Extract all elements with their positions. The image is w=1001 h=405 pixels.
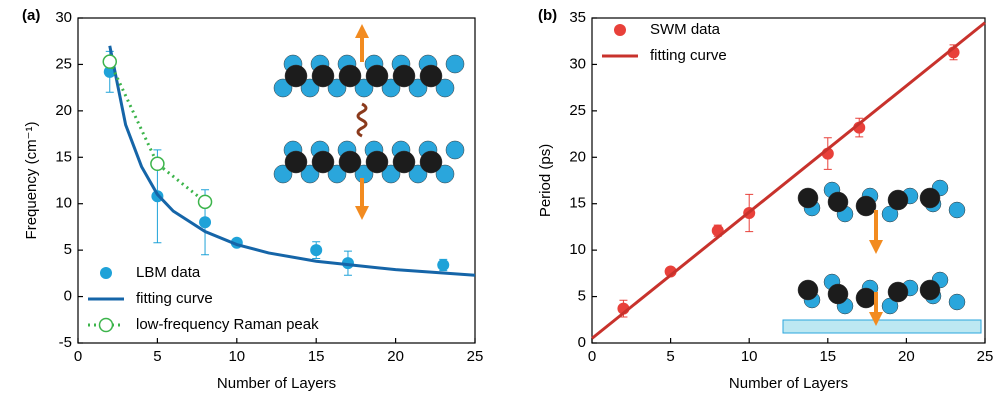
y-tick-label: -5 [59, 334, 72, 351]
atom [365, 64, 389, 88]
x-tick-label: 5 [666, 348, 674, 365]
panel-label: (b) [538, 7, 557, 24]
spring [356, 102, 368, 138]
atom [300, 164, 320, 184]
x-tick-label: 15 [308, 348, 325, 365]
atom [919, 279, 941, 301]
y-tick-label: 10 [569, 241, 586, 258]
atom [827, 191, 849, 213]
substrate [782, 319, 982, 334]
x-tick-label: 0 [588, 348, 596, 365]
atom [392, 64, 416, 88]
plot-frame [591, 17, 986, 344]
x-axis-label: Number of Layers [729, 375, 848, 392]
atom [919, 187, 941, 209]
atom [948, 201, 966, 219]
fit-line [591, 21, 986, 340]
panel-label: (a) [22, 7, 40, 24]
y-tick-label: 15 [55, 148, 72, 165]
legend-label: low-frequency Raman peak [136, 316, 319, 333]
atom [300, 78, 320, 98]
atom [435, 164, 455, 184]
x-tick-label: 25 [467, 348, 484, 365]
y-tick-label: 5 [64, 241, 72, 258]
atom [408, 164, 428, 184]
atom [887, 281, 909, 303]
atom [797, 187, 819, 209]
atom [797, 279, 819, 301]
data-point [199, 216, 212, 229]
arrow-head [869, 312, 883, 326]
y-tick-label: 35 [569, 9, 586, 26]
x-tick-label: 5 [153, 348, 161, 365]
atom [408, 78, 428, 98]
y-tick-label: 15 [569, 195, 586, 212]
atom [855, 287, 877, 309]
atom [327, 164, 347, 184]
y-tick-label: 25 [55, 55, 72, 72]
y-tick-label: 20 [569, 148, 586, 165]
atom [273, 78, 293, 98]
atom [311, 150, 335, 174]
dotted-line [108, 61, 206, 204]
atom [435, 78, 455, 98]
data-point [310, 244, 323, 257]
atom [445, 140, 465, 160]
atom [392, 150, 416, 174]
x-tick-label: 15 [819, 348, 836, 365]
atom [445, 54, 465, 74]
y-tick-label: 20 [55, 102, 72, 119]
x-tick-label: 10 [228, 348, 245, 365]
legend-symbol [100, 267, 112, 279]
x-tick-label: 25 [977, 348, 994, 365]
atom [419, 150, 443, 174]
atom [381, 78, 401, 98]
y-axis-label: Frequency (cm⁻¹) [23, 122, 40, 240]
y-tick-label: 30 [569, 55, 586, 72]
legend-label: LBM data [136, 264, 201, 281]
data-point [150, 156, 165, 172]
x-tick-label: 20 [387, 348, 404, 365]
atom [338, 150, 362, 174]
atom [855, 195, 877, 217]
x-tick-label: 10 [741, 348, 758, 365]
atom [284, 64, 308, 88]
atom [354, 78, 374, 98]
atom [365, 150, 389, 174]
legend-label: fitting curve [136, 290, 213, 307]
legend-symbol [98, 317, 114, 333]
atom [284, 150, 308, 174]
y-tick-label: 0 [64, 288, 72, 305]
legend-label: SWM data [650, 21, 721, 38]
y-tick-label: 25 [569, 102, 586, 119]
atom [948, 293, 966, 311]
atom [419, 64, 443, 88]
fit-line [108, 45, 476, 277]
data-point [102, 54, 118, 69]
arrow-head [355, 206, 369, 220]
atom [327, 78, 347, 98]
x-tick-label: 20 [898, 348, 915, 365]
y-axis-label: Period (ps) [537, 144, 554, 217]
atom [311, 64, 335, 88]
atom [381, 164, 401, 184]
plot-frame [77, 17, 476, 344]
arrow-head [355, 24, 369, 38]
y-tick-label: 10 [55, 195, 72, 212]
legend-label: fitting curve [650, 47, 727, 64]
y-tick-label: 30 [55, 9, 72, 26]
y-tick-label: 0 [578, 334, 586, 351]
atom [887, 189, 909, 211]
x-tick-label: 0 [74, 348, 82, 365]
data-point [197, 194, 213, 210]
arrow-head [869, 240, 883, 254]
legend-symbol [614, 24, 626, 36]
atom [273, 164, 293, 184]
atom [338, 64, 362, 88]
atom [827, 283, 849, 305]
data-point [437, 259, 450, 271]
y-tick-label: 5 [578, 288, 586, 305]
x-axis-label: Number of Layers [217, 375, 336, 392]
